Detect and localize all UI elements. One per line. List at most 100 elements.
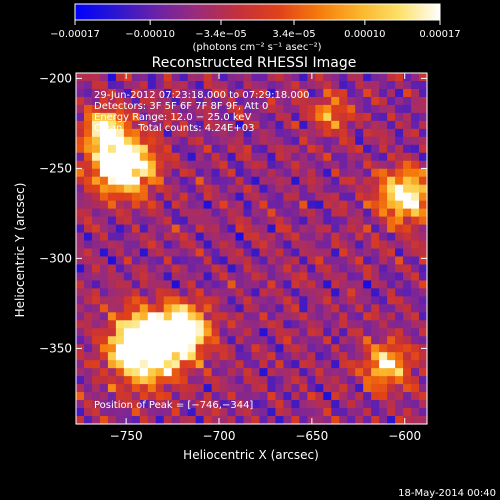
heatmap-cell	[283, 248, 292, 258]
heatmap-cell	[211, 328, 221, 337]
heatmap-cell	[115, 200, 125, 210]
heatmap-cell	[363, 328, 372, 337]
heatmap-cell	[283, 176, 292, 186]
heatmap-cell	[243, 128, 253, 138]
heatmap-cell	[195, 400, 205, 409]
heatmap-cell	[211, 88, 221, 98]
heatmap-cell	[307, 312, 316, 321]
heatmap-cell	[419, 392, 428, 401]
heatmap-cell	[331, 296, 340, 305]
heatmap-cell	[411, 296, 420, 305]
heatmap-cell	[139, 232, 149, 242]
heatmap-cell	[243, 408, 253, 417]
heatmap-cell	[403, 192, 412, 202]
heatmap-cell	[379, 208, 388, 218]
heatmap-cell	[131, 368, 141, 377]
heatmap-cell	[211, 73, 221, 82]
heatmap-cell	[83, 160, 93, 170]
heatmap-cell	[163, 352, 173, 361]
heatmap-cell	[419, 128, 428, 138]
y-tick-label: −200	[39, 71, 72, 85]
heatmap-cell	[203, 400, 213, 409]
heatmap-cell	[259, 336, 269, 345]
heatmap-cell	[299, 73, 308, 82]
heatmap-cell	[171, 392, 181, 401]
heatmap-cell	[115, 120, 125, 130]
heatmap-cell	[307, 112, 316, 122]
heatmap-cell	[331, 192, 340, 202]
heatmap-cell	[171, 280, 181, 289]
heatmap-cell	[339, 280, 348, 289]
heatmap-cell	[347, 384, 356, 393]
heatmap-cell	[411, 400, 420, 409]
heatmap-cell	[123, 304, 133, 313]
heatmap-cell	[91, 408, 101, 417]
heatmap-cell	[363, 80, 372, 90]
heatmap-cell	[203, 248, 213, 258]
heatmap-cell	[347, 144, 356, 154]
heatmap-cell	[203, 73, 213, 82]
heatmap-cell	[259, 312, 269, 321]
heatmap-cell	[147, 408, 157, 417]
heatmap-cell	[139, 96, 149, 106]
heatmap-cell	[163, 80, 173, 90]
heatmap-cell	[291, 160, 300, 170]
heatmap-cell	[371, 248, 380, 258]
heatmap-cell	[139, 408, 149, 417]
heatmap-cell	[91, 392, 101, 401]
heatmap-cell	[91, 264, 101, 274]
heatmap-cell	[363, 144, 372, 154]
heatmap-cell	[171, 73, 181, 82]
heatmap-cell	[211, 264, 221, 274]
heatmap-cell	[307, 232, 316, 242]
heatmap-cell	[123, 344, 133, 353]
heatmap-cell	[203, 216, 213, 226]
heatmap-cell	[363, 120, 372, 130]
heatmap-cell	[395, 112, 404, 122]
heatmap-cell	[243, 320, 253, 329]
heatmap-cell	[115, 336, 125, 345]
heatmap-cell	[339, 224, 348, 234]
heatmap-cell	[123, 128, 133, 138]
heatmap-cell	[363, 304, 372, 313]
heatmap-cell	[411, 112, 420, 122]
heatmap-cell	[155, 336, 165, 345]
heatmap-cell	[355, 312, 364, 321]
heatmap-cell	[107, 96, 117, 106]
heatmap-cell	[147, 360, 157, 369]
heatmap-cell	[339, 264, 348, 274]
heatmap-cell	[115, 96, 125, 106]
heatmap-cell	[235, 248, 245, 258]
heatmap-cell	[299, 320, 308, 329]
heatmap-cell	[91, 112, 101, 122]
heatmap-cell	[251, 160, 261, 170]
heatmap-cell	[147, 160, 157, 170]
heatmap-cell	[379, 336, 388, 345]
heatmap-cell	[115, 144, 125, 154]
heatmap-cell	[363, 232, 372, 242]
heatmap-cell	[235, 112, 245, 122]
heatmap-cell	[315, 184, 324, 194]
heatmap-cell	[91, 288, 101, 297]
heatmap-cell	[99, 144, 109, 154]
heatmap-cell	[315, 272, 324, 282]
heatmap-cell	[379, 392, 388, 401]
heatmap-cell	[291, 352, 300, 361]
heatmap-cell	[179, 104, 189, 114]
heatmap-cell	[411, 208, 420, 218]
heatmap-cell	[99, 80, 109, 90]
heatmap-cell	[379, 176, 388, 186]
heatmap-cell	[315, 224, 324, 234]
heatmap-cell	[283, 232, 292, 242]
heatmap-cell	[387, 136, 396, 146]
heatmap-cell	[371, 136, 380, 146]
heatmap-cell	[91, 184, 101, 194]
heatmap-cell	[187, 272, 197, 282]
heatmap-cell	[195, 152, 205, 162]
heatmap-cell	[379, 408, 388, 417]
heatmap-cell	[411, 368, 420, 377]
heatmap-cell	[131, 88, 141, 98]
heatmap-cell	[115, 312, 125, 321]
heatmap-cell	[355, 232, 364, 242]
heatmap-cell	[187, 80, 197, 90]
